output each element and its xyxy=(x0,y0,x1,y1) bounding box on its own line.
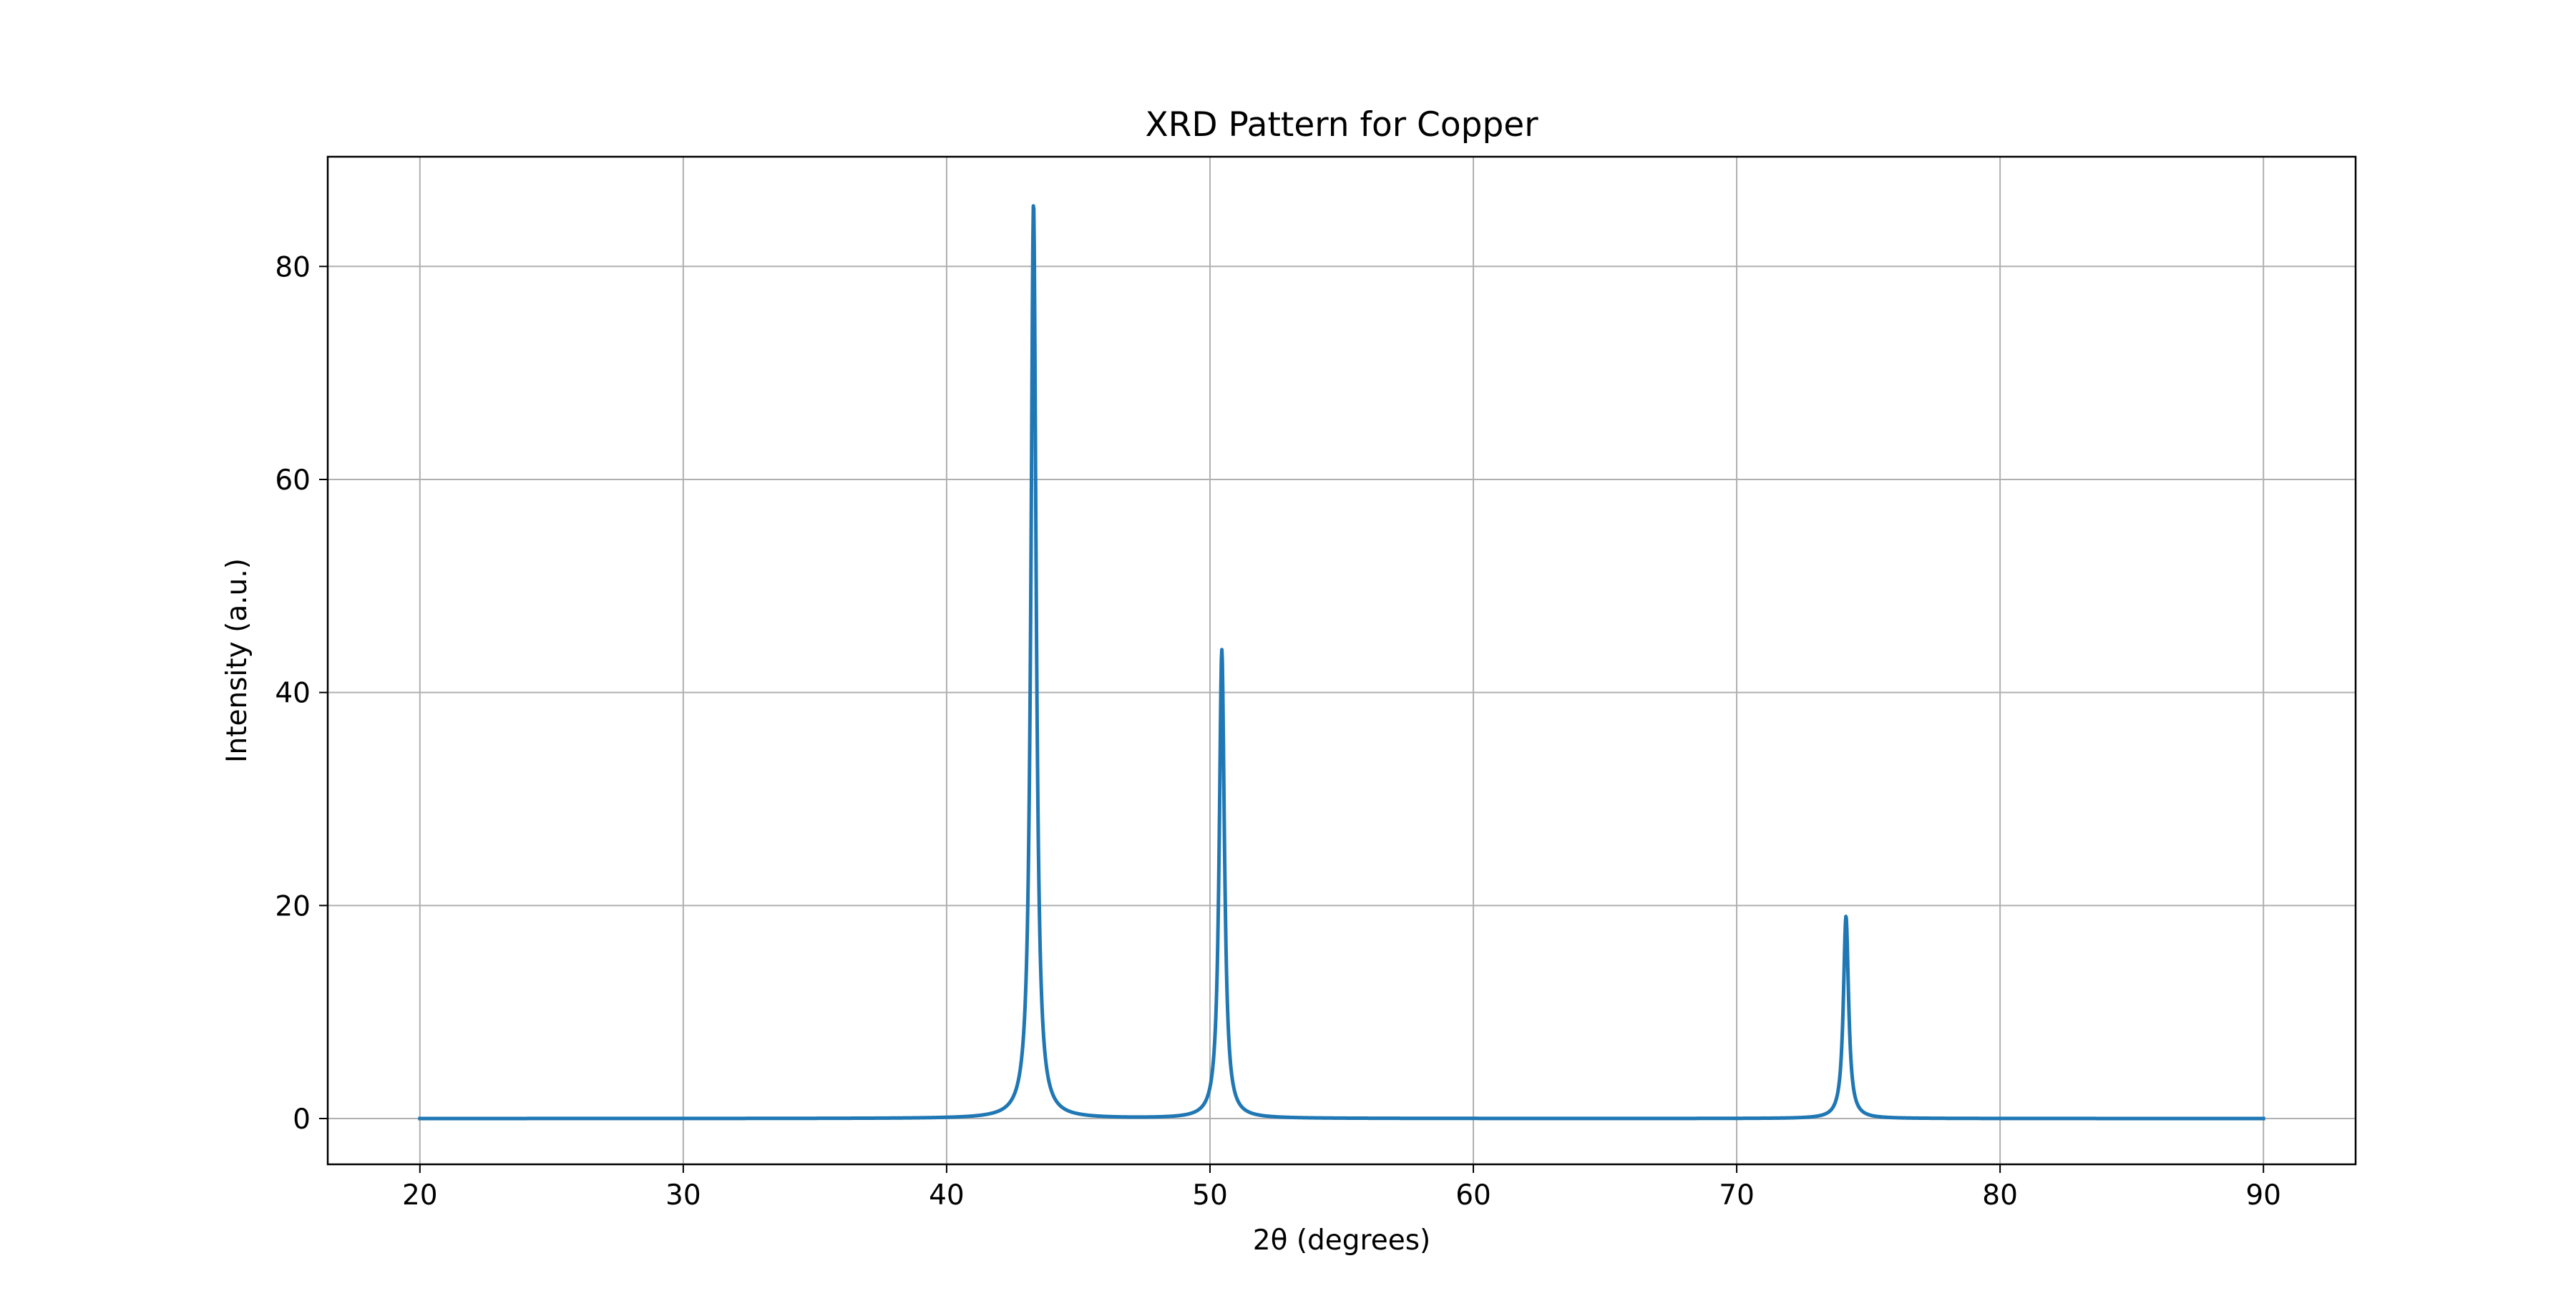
y-tick-label: 20 xyxy=(275,890,311,922)
plot-frame xyxy=(326,155,2357,1166)
y-tick-label: 60 xyxy=(275,464,311,497)
x-tick-label: 60 xyxy=(1455,1179,1491,1212)
x-axis-ticks: 20 30 40 50 60 70 80 90 xyxy=(402,1164,2281,1212)
x-tick-label: 90 xyxy=(2245,1179,2281,1212)
series-line xyxy=(418,204,2265,1121)
y-axis-label: Intensity (a.u.) xyxy=(221,558,253,763)
chart-title: XRD Pattern for Copper xyxy=(1145,105,1538,145)
y-tick-label: 80 xyxy=(275,251,311,283)
x-tick-label: 70 xyxy=(1719,1179,1755,1212)
y-tick-label: 40 xyxy=(275,678,311,710)
x-tick-label: 80 xyxy=(1982,1179,2018,1212)
y-axis-ticks: 0 20 40 60 80 xyxy=(275,251,328,1136)
y-tick-label: 0 xyxy=(293,1104,311,1136)
x-tick-label: 30 xyxy=(665,1179,701,1212)
x-tick-label: 50 xyxy=(1192,1179,1228,1212)
x-tick-label: 40 xyxy=(929,1179,965,1212)
x-axis-label: 2θ (degrees) xyxy=(1253,1224,1431,1257)
x-tick-label: 20 xyxy=(402,1179,438,1212)
series-layer xyxy=(418,204,2265,1121)
